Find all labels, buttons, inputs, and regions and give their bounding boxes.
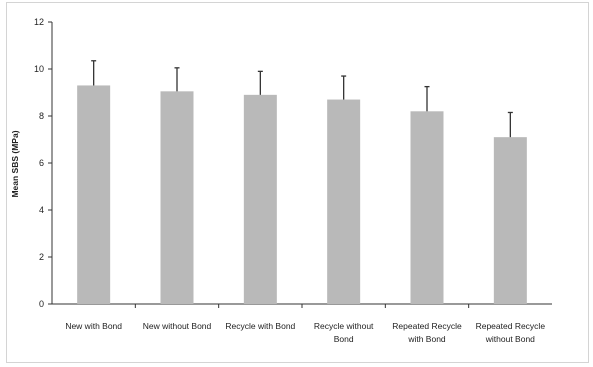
y-tick-label: 0: [39, 299, 44, 309]
x-category-label: New with Bond: [65, 321, 122, 331]
x-category-label: without Bond: [485, 334, 535, 344]
y-tick-label: 8: [39, 111, 44, 121]
y-tick-label: 4: [39, 205, 44, 215]
bar: [160, 91, 194, 304]
x-category-label: Recycle with Bond: [225, 321, 295, 331]
y-axis-label: Mean SBS (MPa): [10, 130, 20, 197]
bar: [410, 111, 444, 304]
x-category-label: Repeated Recycle: [392, 321, 462, 331]
y-tick-label: 10: [34, 64, 44, 74]
bar: [243, 94, 277, 304]
bar: [77, 85, 111, 304]
x-category-label: New without Bond: [143, 321, 212, 331]
x-category-label: with Bond: [407, 334, 446, 344]
y-tick-label: 2: [39, 252, 44, 262]
y-tick-label: 12: [34, 17, 44, 27]
x-category-label: Repeated Recycle: [476, 321, 546, 331]
x-category-label: Recycle without: [314, 321, 374, 331]
x-category-label: Bond: [334, 334, 354, 344]
bar: [493, 137, 527, 304]
bar: [327, 99, 361, 304]
y-tick-label: 6: [39, 158, 44, 168]
